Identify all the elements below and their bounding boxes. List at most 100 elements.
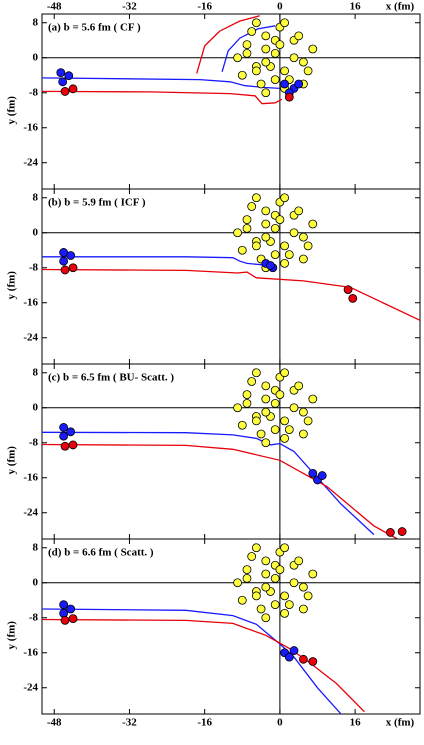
nucleon	[294, 556, 304, 566]
nucleon	[303, 591, 313, 601]
nucleon	[280, 433, 289, 443]
y-tick-label: 0	[33, 401, 39, 413]
x-tick-label: -48	[47, 717, 62, 729]
nucleon	[303, 241, 313, 251]
nucleon	[303, 416, 313, 426]
nucleon	[299, 604, 308, 614]
nucleon	[60, 87, 70, 96]
x-tick-label: -32	[122, 1, 137, 13]
nucleon	[251, 193, 261, 203]
y-tick-label: -8	[29, 261, 39, 273]
y-tick-label: 8	[33, 191, 39, 203]
nucleon	[348, 293, 358, 303]
y-axis-label: y (fm)	[6, 271, 18, 300]
y-tick-label: 8	[33, 16, 39, 28]
nucleon	[68, 614, 78, 624]
nucleon	[280, 543, 289, 553]
nucleon	[284, 425, 294, 435]
panel: 8 0 -8 -16 -24 y (fm) (b) b = 5.9 fm ( ICF )	[6, 188, 421, 365]
nucleon	[233, 403, 242, 413]
nucleon	[251, 66, 261, 76]
panel: 8 0 -8 -16 -24 -48 -32 -16 0 16 x (fm) y (fm) (a) b …	[6, 1, 421, 190]
x-tick-label: -16	[197, 717, 212, 729]
nucleon	[68, 263, 78, 273]
nucleon	[66, 251, 76, 260]
nucleon	[237, 70, 247, 80]
nucleon	[289, 228, 299, 238]
nucleon	[247, 27, 257, 36]
nucleon	[68, 440, 78, 450]
nucleon	[59, 431, 69, 441]
nucleon	[242, 573, 252, 583]
nucleon	[294, 381, 304, 391]
y-tick-label: -16	[23, 646, 38, 658]
x-tick-label: 16	[350, 1, 362, 13]
nucleon	[299, 654, 308, 664]
plot-area	[42, 543, 365, 714]
y-tick-label: 8	[33, 541, 39, 553]
nucleon	[237, 245, 247, 255]
nucleon	[280, 591, 289, 601]
nucleon	[242, 48, 252, 58]
nucleon	[294, 79, 304, 89]
x-tick-label: 0	[277, 1, 283, 13]
nucleon	[280, 368, 289, 378]
nucleon	[280, 66, 289, 76]
nucleon	[58, 77, 68, 87]
nucleon	[270, 48, 280, 58]
y-tick-label: -24	[23, 156, 38, 168]
trajectory	[42, 443, 398, 539]
nucleon	[275, 215, 285, 225]
nucleon	[59, 423, 69, 432]
panel-title: (a) b = 5.6 fm ( CF )	[48, 22, 141, 34]
nucleon	[247, 202, 257, 211]
nucleon	[308, 219, 318, 229]
panel-title: (d) b = 6.6 fm ( Scatt. )	[48, 547, 154, 559]
y-tick-label: -16	[23, 121, 38, 133]
nucleon	[59, 600, 69, 610]
panel-title: (c) b = 6.5 fm ( BU- Scatt. )	[48, 372, 174, 384]
y-tick-label: 0	[33, 576, 39, 588]
nucleon	[343, 285, 353, 295]
nucleon	[294, 31, 304, 41]
nucleon	[280, 416, 289, 426]
nucleon	[242, 390, 252, 400]
nucleon	[261, 57, 271, 67]
nucleon	[251, 591, 261, 601]
nucleon	[270, 75, 280, 85]
nucleon	[266, 261, 275, 270]
nucleon	[237, 420, 247, 430]
panel: 8 0 -8 -16 -24 -48 -32 -16 0 16 x (fm) y (fm) (d) b …	[6, 538, 421, 729]
nucleon	[289, 403, 299, 413]
nucleon	[275, 390, 285, 400]
nucleon	[261, 88, 271, 98]
nucleon	[59, 256, 69, 266]
nucleon	[385, 528, 395, 537]
nucleon	[261, 232, 271, 242]
nucleon	[303, 66, 313, 76]
nucleon	[261, 569, 271, 579]
x-tick-label: 16	[350, 717, 362, 729]
nucleon	[66, 604, 76, 614]
nucleon	[247, 377, 257, 386]
nucleon	[317, 471, 327, 480]
x-axis-label: x (fm)	[386, 1, 415, 13]
nucleon	[242, 223, 252, 233]
y-tick-label: -24	[23, 506, 38, 518]
trajectory	[42, 431, 375, 536]
nucleon	[299, 429, 308, 439]
y-tick-label: -8	[29, 86, 39, 98]
y-tick-label: 0	[33, 226, 39, 238]
nucleon	[280, 258, 289, 268]
nucleon	[280, 79, 289, 89]
nucleon	[64, 71, 74, 81]
nucleon	[233, 228, 242, 238]
y-axis-label: y (fm)	[6, 446, 18, 475]
panel-title: (b) b = 5.9 fm ( ICF )	[48, 197, 146, 209]
nucleon	[280, 193, 289, 203]
nucleon	[256, 429, 266, 439]
nucleon	[261, 613, 271, 623]
nucleon	[251, 543, 261, 553]
nucleon	[299, 407, 308, 417]
nucleon	[261, 381, 271, 391]
